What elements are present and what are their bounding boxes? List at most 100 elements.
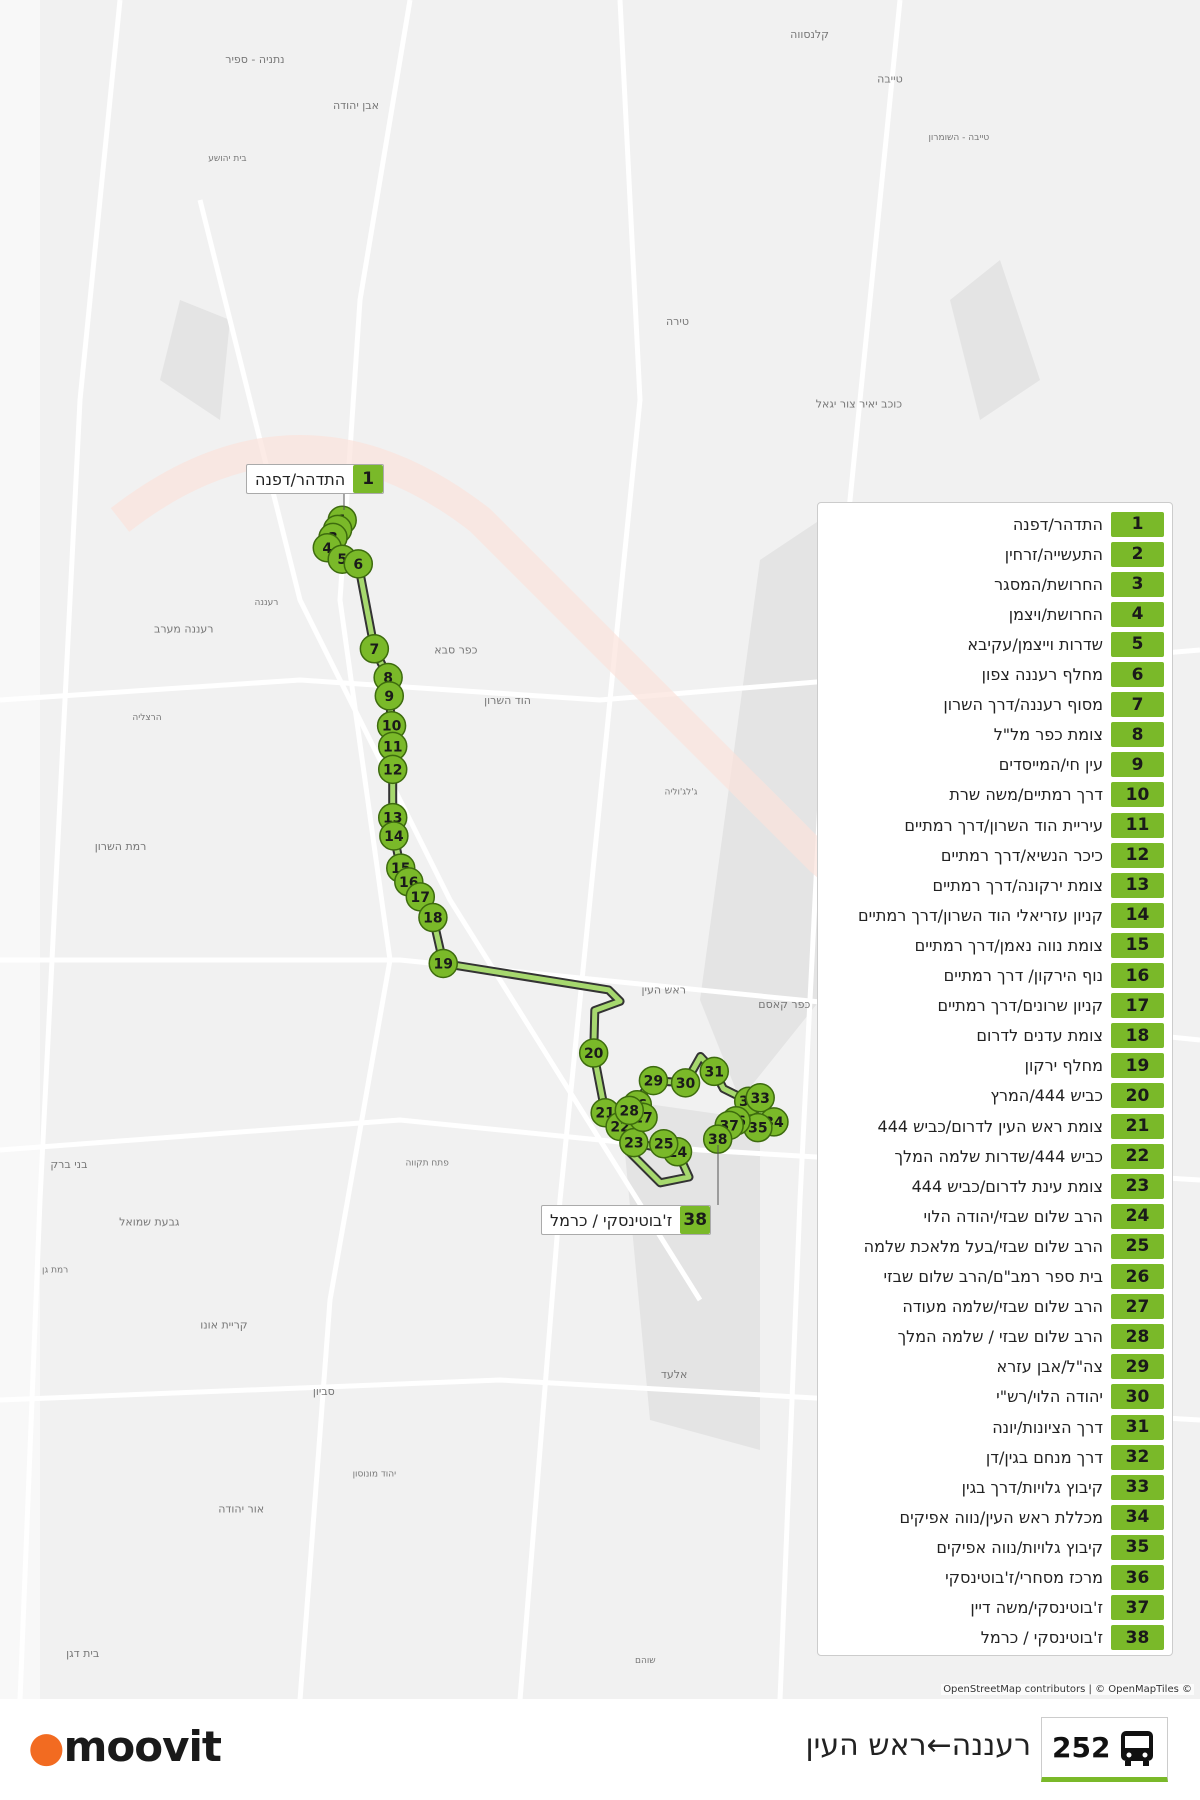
stop-name: כביש 444/שדרות שלמה המלך <box>894 1146 1103 1166</box>
map-label: סביון <box>313 1385 335 1398</box>
map-label: אור יהודה <box>218 1502 264 1515</box>
stop-name: התעשייה/זרחין <box>1004 544 1103 564</box>
end-callout: 38 ז'בוטינסקי / כרמל <box>541 1205 712 1235</box>
stop-marker <box>418 902 448 933</box>
stop-badge: 37 <box>1111 1595 1164 1621</box>
stop-marker-label: 8 <box>383 671 393 687</box>
stop-badge: 12 <box>1111 842 1164 868</box>
stop-row: 36 מרכז מסחרי/ז'בוטינסקי <box>945 1565 1164 1591</box>
stop-badge: 1 <box>1111 511 1164 537</box>
stop-row: 1 התדהר/דפנה <box>1013 511 1164 537</box>
stop-badge: 25 <box>1111 1233 1164 1259</box>
stop-name: החרושת/המסגר <box>994 574 1103 594</box>
stop-row: 32 דרך מנחם בגין/דן <box>986 1444 1164 1470</box>
stop-badge: 29 <box>1111 1354 1164 1380</box>
map-label: פתח תקווה <box>405 1159 449 1169</box>
stop-marker-label: 17 <box>411 890 430 906</box>
roads <box>0 0 1200 1700</box>
stop-row: 2 התעשייה/זרחין <box>1005 541 1164 567</box>
stop-badge: 23 <box>1111 1173 1164 1199</box>
stop-row: 20 כביש 444/המרץ <box>990 1083 1164 1109</box>
stop-row: 34 מכללת ראש העין/נווה אפיקים <box>899 1504 1164 1530</box>
map-label: רעננה <box>255 598 279 608</box>
stop-marker <box>638 1065 669 1096</box>
map-label: יהוד מונוסון <box>353 1470 396 1480</box>
stop-row: 22 כביש 444/שדרות שלמה המלך <box>894 1143 1164 1169</box>
map-label: טייבה <box>877 73 903 86</box>
stop-badge: 13 <box>1111 872 1164 898</box>
stop-badge: 15 <box>1111 932 1164 958</box>
stop-row: 9 עין חי/המייסדים <box>999 752 1164 778</box>
stop-name: מרכז מסחרי/ז'בוטינסקי <box>945 1568 1103 1587</box>
stop-row: 8 צומת כפר מל"ל <box>994 722 1164 748</box>
stop-row: 6 מחלף רעננה צפון <box>982 662 1164 688</box>
stop-name: הרב שלום שבזי/יהודה הלוי <box>923 1206 1103 1226</box>
stop-row: 10 דרך רמתיים/משה שרת <box>949 782 1164 808</box>
stop-row: 7 מסוף רעננה/דרך השרון <box>943 692 1164 718</box>
stop-marker <box>359 634 390 664</box>
map-label: רמת גן <box>42 1265 68 1275</box>
map-label: אבן יהודה <box>333 99 379 112</box>
stop-name: שדרות וייצמן/עקיבא <box>967 634 1103 654</box>
stop-badge: 34 <box>1111 1504 1164 1530</box>
stop-row: 38 ז'בוטינסקי / כרמל <box>981 1625 1164 1651</box>
stop-row: 27 הרב שלום שבזי/שלמה מעודה <box>902 1294 1164 1320</box>
stop-name: צומת ירקונה/דרך רמתיים <box>932 875 1103 895</box>
stop-name: התדהר/דפנה <box>1012 514 1103 534</box>
route-title: רעננה←ראש העין <box>805 1728 1031 1763</box>
map-label: קריית אונו <box>200 1319 247 1332</box>
route-number: 252 <box>1052 1731 1111 1764</box>
stop-name: ז'בוטינסקי/משה דיין <box>970 1598 1103 1618</box>
stop-name: נוף הירקון/ דרך רמתיים <box>943 966 1103 985</box>
map-label: גבעת שמואל <box>119 1215 180 1228</box>
stop-badge: 35 <box>1111 1534 1164 1560</box>
footer <box>0 1699 1200 1800</box>
stop-marker-label: 23 <box>624 1136 643 1152</box>
map-label: נתניה - ספיר <box>225 53 284 66</box>
map-label: כפר קאסם <box>758 998 810 1011</box>
stop-list: 1 התדהר/דפנה 2 התעשייה/זרחין 3 החרושת/המסגר 4 ה… <box>817 502 1173 1656</box>
stop-row: 33 קיבוץ גלויות/דרך בגין <box>962 1474 1164 1500</box>
stop-row: 30 יהודה הלוי/רש"י <box>996 1384 1164 1410</box>
stop-marker-label: 5 <box>337 552 347 568</box>
stop-row: 37 ז'בוטינסקי/משה דיין <box>970 1595 1164 1621</box>
stop-name: דרך מנחם בגין/דן <box>985 1447 1103 1467</box>
stop-badge: 16 <box>1111 963 1164 988</box>
stop-name: צה"ל/אבן עזרא <box>996 1357 1103 1377</box>
stop-name: צומת עינת לדרום/כביש 444 <box>911 1176 1103 1196</box>
stop-name: דרך הציונות/יונה <box>992 1417 1103 1437</box>
stop-name: כיכר הנשיא/דרך רמתיים <box>940 845 1103 865</box>
stop-marker <box>374 681 405 711</box>
map-label: רמת השרון <box>95 840 147 853</box>
stop-badge: 14 <box>1111 902 1164 928</box>
stop-row: 35 קיבוץ גלויות/נווה אפיקים <box>936 1534 1164 1560</box>
map-label: טירה <box>666 315 689 328</box>
stop-marker-label: 28 <box>620 1103 639 1119</box>
stop-row: 18 צומת עדנים לדרום <box>976 1023 1164 1049</box>
stop-marker-label: 9 <box>384 689 394 705</box>
stop-row: 12 כיכר הנשיא/דרך רמתיים <box>941 842 1164 868</box>
stop-name: קניון שרונים/דרך רמתיים <box>937 996 1104 1016</box>
map-label: כוכב יאיר צור יגאל <box>816 398 902 411</box>
stop-name: צומת כפר מל"ל <box>993 725 1103 745</box>
stop-row: 28 הרב שלום שבזי / שלמה המלך <box>898 1324 1164 1350</box>
stop-name: קיבוץ גלויות/נווה אפיקים <box>936 1537 1103 1557</box>
stop-marker-label: 38 <box>708 1132 727 1148</box>
stop-badge: 7 <box>1111 692 1164 718</box>
stop-badge: 8 <box>1111 722 1164 748</box>
stop-marker-label: 18 <box>423 911 442 927</box>
stop-marker-label: 30 <box>676 1076 696 1092</box>
stop-marker-label: 4 <box>322 541 332 557</box>
stop-marker-label: 29 <box>644 1074 663 1090</box>
stop-name: הרב שלום שבזי/שלמה מעודה <box>902 1297 1103 1317</box>
stop-row: 4 החרושת/ויצמן <box>1009 601 1164 627</box>
stop-name: כביש 444/המרץ <box>990 1086 1103 1106</box>
stop-badge: 26 <box>1111 1264 1164 1289</box>
stop-name: עיריית הוד השרון/דרך רמתיים <box>904 815 1103 835</box>
stop-row: 19 מחלף ירקון <box>1025 1053 1164 1079</box>
map-label: ג'לג'וליה <box>664 788 697 798</box>
map-label: אלעד <box>661 1368 688 1381</box>
logo: ●moovit <box>28 1722 222 1771</box>
stop-badge: 2 <box>1111 541 1164 567</box>
stop-row: 17 קניון שרונים/דרך רמתיים <box>937 993 1164 1019</box>
